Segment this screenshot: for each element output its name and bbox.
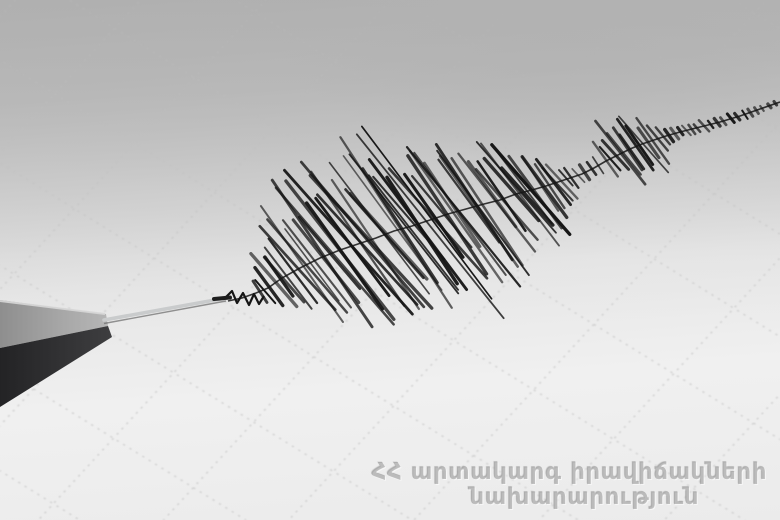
stylus-arm-front-face (0, 326, 112, 407)
seismograph-stylus (0, 295, 232, 407)
watermark-line-1: ՀՀ արտակարգ իրավիճակների (371, 459, 767, 485)
stylus-needle (102, 296, 228, 322)
stylus-needle-tip (212, 295, 232, 301)
watermark-line-2: նախարարություն (469, 484, 699, 510)
stylus-needle-shadow (103, 300, 227, 325)
seismic-trace (225, 99, 780, 329)
